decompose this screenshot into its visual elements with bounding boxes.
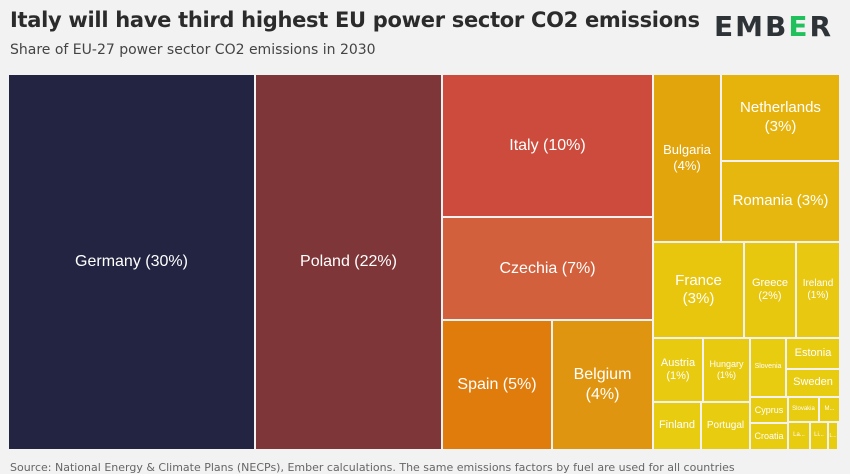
tile-label-germany: Germany (30%) bbox=[75, 253, 188, 271]
chart-title: Italy will have third highest EU power s… bbox=[10, 8, 700, 32]
tile-label-finland: Finland bbox=[658, 419, 696, 432]
tile-denmark bbox=[838, 422, 840, 450]
source-note: Source: National Energy & Climate Plans … bbox=[10, 461, 735, 474]
tile-austria: Austria (1%) bbox=[653, 338, 703, 402]
tile-netherlands: Netherlands (3%) bbox=[721, 74, 840, 161]
tile-label-ireland: Ireland (1%) bbox=[802, 277, 834, 301]
tile-estonia: Estonia bbox=[786, 338, 840, 369]
chart-subtitle: Share of EU-27 power sector CO2 emission… bbox=[10, 42, 376, 58]
tile-label-hungary: Hungary (1%) bbox=[709, 359, 744, 380]
tile-label-czechia: Czechia (7%) bbox=[499, 259, 596, 277]
tile-label-spain: Spain (5%) bbox=[457, 376, 537, 394]
tile-greece: Greece (2%) bbox=[744, 242, 796, 338]
tile-label-estonia: Estonia bbox=[794, 346, 832, 359]
tile-label-greece: Greece (2%) bbox=[751, 276, 789, 302]
tile-latvia: La... bbox=[788, 422, 810, 450]
tile-label-latvia: La... bbox=[793, 432, 805, 439]
tile-finland: Finland bbox=[653, 402, 701, 450]
tile-malta: M... bbox=[819, 397, 840, 422]
tile-label-lithuania: Li... bbox=[814, 432, 824, 439]
tile-croatia: Croatia bbox=[750, 423, 788, 450]
tile-label-italy: Italy (10%) bbox=[509, 136, 586, 154]
tile-slovakia: Slovakia bbox=[788, 397, 819, 422]
tile-label-luxembourg: L... bbox=[829, 432, 837, 439]
tile-sweden: Sweden bbox=[786, 369, 840, 397]
tile-cyprus: Cyprus bbox=[750, 397, 788, 423]
tile-portugal: Portugal bbox=[701, 402, 750, 450]
tile-label-poland: Poland (22%) bbox=[300, 253, 397, 271]
tile-bulgaria: Bulgaria (4%) bbox=[653, 74, 721, 242]
tile-belgium: Belgium (4%) bbox=[552, 320, 653, 450]
tile-label-cyprus: Cyprus bbox=[754, 404, 784, 415]
tile-label-portugal: Portugal bbox=[706, 419, 745, 431]
tile-luxembourg: L... bbox=[828, 422, 838, 450]
tile-czechia: Czechia (7%) bbox=[442, 217, 653, 320]
tile-romania: Romania (3%) bbox=[721, 161, 840, 242]
tile-italy: Italy (10%) bbox=[442, 74, 653, 217]
tile-label-netherlands: Netherlands (3%) bbox=[740, 99, 821, 135]
tile-label-romania: Romania (3%) bbox=[732, 192, 829, 210]
tile-france: France (3%) bbox=[653, 242, 744, 338]
tile-label-austria: Austria (1%) bbox=[660, 356, 696, 382]
tile-poland: Poland (22%) bbox=[255, 74, 442, 450]
tile-label-croatia: Croatia bbox=[754, 431, 784, 442]
tile-label-bulgaria: Bulgaria (4%) bbox=[663, 142, 711, 173]
tile-lithuania: Li... bbox=[810, 422, 828, 450]
ember-logo: EMBER bbox=[714, 10, 834, 43]
tile-label-malta: M... bbox=[824, 405, 835, 412]
tile-label-sweden: Sweden bbox=[793, 376, 833, 389]
tile-label-belgium: Belgium (4%) bbox=[573, 366, 632, 403]
tile-germany: Germany (30%) bbox=[8, 74, 255, 450]
tile-slovenia: Slovenia bbox=[750, 338, 786, 397]
tile-label-slovakia: Slovakia bbox=[792, 405, 815, 412]
tile-spain: Spain (5%) bbox=[442, 320, 552, 450]
tile-label-slovenia: Slovenia bbox=[754, 363, 782, 371]
tile-label-france: France (3%) bbox=[675, 271, 722, 307]
tile-ireland: Ireland (1%) bbox=[796, 242, 840, 338]
tile-hungary: Hungary (1%) bbox=[703, 338, 750, 402]
